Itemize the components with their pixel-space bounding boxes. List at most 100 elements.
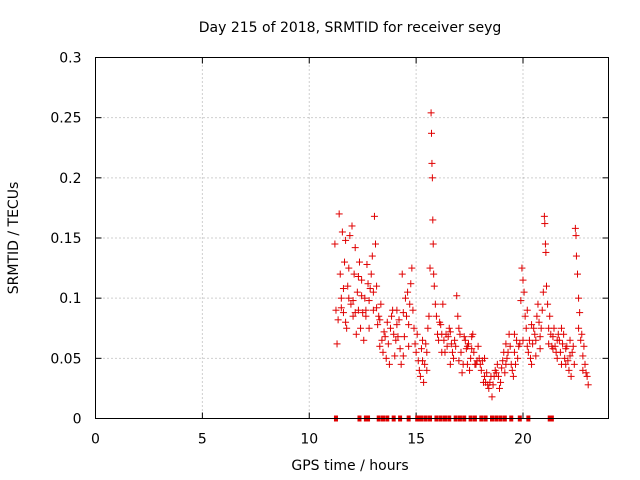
data-point [391, 352, 399, 360]
data-point [383, 318, 391, 326]
data-point [463, 360, 471, 368]
data-point [351, 309, 359, 317]
data-point [538, 306, 546, 314]
data-point [549, 333, 557, 341]
data-point [337, 304, 345, 312]
data-point [341, 258, 349, 266]
data-point [578, 330, 586, 338]
data-point [498, 364, 506, 372]
data-point [526, 354, 534, 362]
data-point [369, 288, 377, 296]
data-point [540, 212, 548, 220]
data-point [344, 282, 352, 290]
data-point [468, 333, 476, 341]
y-tick-label: 0.05 [50, 351, 81, 367]
data-point [566, 352, 574, 360]
data-point [378, 336, 386, 344]
data-point [375, 312, 383, 320]
data-point [385, 360, 393, 368]
data-point [396, 345, 404, 353]
data-point [355, 258, 363, 266]
data-point [399, 352, 407, 360]
data-point [455, 357, 463, 365]
data-point [579, 352, 587, 360]
x-tick-label: 10 [300, 432, 318, 448]
data-point [446, 360, 454, 368]
data-point [543, 282, 551, 290]
data-point [365, 297, 373, 305]
data-point [394, 333, 402, 341]
data-point [350, 270, 358, 278]
data-point [466, 366, 474, 374]
data-point [364, 280, 372, 288]
data-point [575, 324, 583, 332]
data-point [358, 292, 366, 300]
data-point [388, 312, 396, 320]
data-point [331, 240, 339, 248]
data-point [497, 378, 505, 386]
data-point [413, 330, 421, 338]
data-point [522, 324, 530, 332]
data-point [542, 248, 550, 256]
data-point [557, 324, 565, 332]
data-point [572, 252, 580, 260]
data-point [534, 300, 542, 308]
data-point [425, 312, 433, 320]
data-point [502, 340, 510, 348]
x-tick-label: 20 [514, 432, 532, 448]
data-point [432, 312, 440, 320]
data-point [451, 336, 459, 344]
data-point [429, 216, 437, 224]
data-point [405, 321, 413, 329]
data-point [525, 336, 533, 344]
data-point [580, 342, 588, 350]
data-point [461, 336, 469, 344]
data-point [549, 345, 557, 353]
data-point [347, 300, 355, 308]
data-point [489, 381, 497, 389]
data-point [481, 354, 489, 362]
data-point [404, 288, 412, 296]
data-point [566, 336, 574, 344]
data-point [399, 309, 407, 317]
data-point [377, 300, 385, 308]
data-point [533, 312, 541, 320]
data-point [427, 109, 435, 117]
data-point [411, 340, 419, 348]
data-point [518, 264, 526, 272]
data-point [476, 360, 484, 368]
data-point [337, 294, 345, 302]
data-point [481, 372, 489, 380]
data-point [342, 318, 350, 326]
data-point [393, 306, 401, 314]
data-point [509, 372, 517, 380]
data-point [537, 324, 545, 332]
data-point [437, 321, 445, 329]
data-point [415, 366, 423, 374]
data-point [445, 324, 453, 332]
data-point [352, 330, 360, 338]
data-point [423, 348, 431, 356]
data-point [448, 348, 456, 356]
data-point [546, 312, 554, 320]
data-point [474, 342, 482, 350]
data-point [382, 354, 390, 362]
data-point [408, 264, 416, 272]
data-point [545, 340, 553, 348]
x-tick-label: 5 [198, 432, 207, 448]
data-point [456, 330, 464, 338]
data-point [458, 369, 466, 377]
data-point [369, 306, 377, 314]
data-point [584, 381, 592, 389]
data-point [536, 345, 544, 353]
data-point [470, 348, 478, 356]
data-point [541, 220, 549, 228]
data-point [416, 372, 424, 380]
data-point [485, 384, 493, 392]
data-point [454, 312, 462, 320]
data-point [467, 354, 475, 362]
data-point [493, 360, 501, 368]
data-point [343, 324, 351, 332]
data-point [576, 309, 584, 317]
axis-ticks: 0 5 10 15 20 0 0.05 0.1 0.15 0.2 0.25 0.3 [50, 51, 609, 448]
